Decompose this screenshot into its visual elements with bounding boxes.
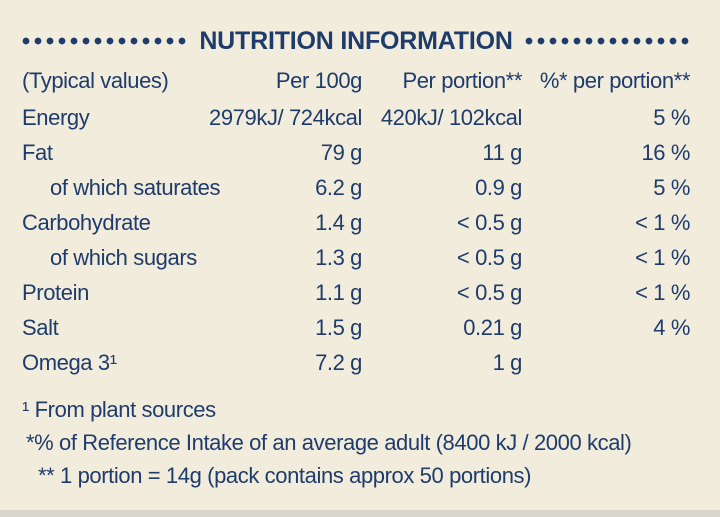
row-per-portion: 1 g: [492, 350, 523, 375]
row-pct-per-portion: 5 %: [653, 105, 690, 130]
row-per-100g: 1.4 g: [315, 210, 362, 235]
footnote-portion-size: ** 1 portion = 14g (pack contains approx…: [38, 463, 532, 488]
nutrition-table: (Typical values) Per 100g Per portion** …: [22, 64, 690, 380]
row-per-portion: < 0.5 g: [456, 245, 522, 270]
table-header-row: (Typical values) Per 100g Per portion** …: [22, 64, 690, 97]
table-row: Fat 79 g 11 g 16 %: [22, 135, 690, 170]
footnote-reference-intake: *% of Reference Intake of an average adu…: [26, 430, 632, 455]
col-header-typical-values: (Typical values): [22, 68, 169, 93]
row-label: Salt: [22, 315, 59, 340]
row-label: Carbohydrate: [22, 210, 151, 235]
row-per-100g: 1.5 g: [315, 315, 362, 340]
row-per-100g: 2979kJ/ 724kcal: [209, 105, 362, 130]
row-per-portion: 0.9 g: [475, 175, 522, 200]
table-row: Carbohydrate 1.4 g < 0.5 g < 1 %: [22, 205, 690, 240]
row-label: Omega 3¹: [22, 350, 117, 375]
col-header-pct-per-portion: %* per portion**: [539, 68, 691, 93]
row-label: of which saturates: [50, 175, 221, 200]
row-pct-per-portion: 5 %: [653, 175, 690, 200]
footnotes: ¹ From plant sources *% of Reference Int…: [22, 393, 690, 492]
row-label: Energy: [22, 105, 90, 130]
table-body: Energy 2979kJ/ 724kcal 420kJ/ 102kcal 5 % Fa…: [22, 100, 690, 380]
row-per-portion: 420kJ/ 102kcal: [380, 105, 523, 130]
row-per-portion: < 0.5 g: [456, 280, 522, 305]
table-row: Energy 2979kJ/ 724kcal 420kJ/ 102kcal 5 %: [22, 100, 690, 135]
row-label: of which sugars: [50, 245, 197, 270]
row-per-100g: 6.2 g: [315, 175, 362, 200]
table-row: Salt 1.5 g 0.21 g 4 %: [22, 310, 690, 345]
title-row: NUTRITION INFORMATION: [22, 24, 691, 58]
row-per-portion: < 0.5 g: [456, 210, 522, 235]
bottom-edge: [0, 510, 720, 517]
row-pct-per-portion: < 1 %: [635, 280, 690, 305]
row-label: Fat: [22, 140, 53, 165]
row-per-100g: 7.2 g: [315, 350, 362, 375]
table-row: of which saturates 6.2 g 0.9 g 5 %: [22, 170, 690, 205]
row-per-100g: 79 g: [320, 140, 363, 165]
row-pct-per-portion: < 1 %: [635, 245, 690, 270]
row-per-portion: 11 g: [482, 140, 522, 165]
row-per-100g: 1.1 g: [315, 280, 362, 305]
table-row: Protein 1.1 g < 0.5 g < 1 %: [22, 275, 690, 310]
row-per-portion: 0.21 g: [463, 315, 522, 340]
table-row: Omega 3¹ 7.2 g 1 g: [22, 345, 690, 380]
dotted-leader-right: [524, 37, 691, 45]
row-pct-per-portion: < 1 %: [635, 210, 690, 235]
table-row: of which sugars 1.3 g < 0.5 g < 1 %: [22, 240, 690, 275]
row-per-100g: 1.3 g: [315, 245, 362, 270]
row-pct-per-portion: 16 %: [641, 140, 690, 165]
col-header-per-100g: Per 100g: [275, 68, 362, 93]
col-header-per-portion: Per portion**: [402, 68, 522, 93]
dotted-leader-left: [22, 37, 188, 45]
row-pct-per-portion: 4 %: [653, 315, 690, 340]
row-label: Protein: [22, 280, 89, 305]
footnote-plant-sources: ¹ From plant sources: [22, 397, 216, 422]
panel-title: NUTRITION INFORMATION: [199, 26, 513, 55]
